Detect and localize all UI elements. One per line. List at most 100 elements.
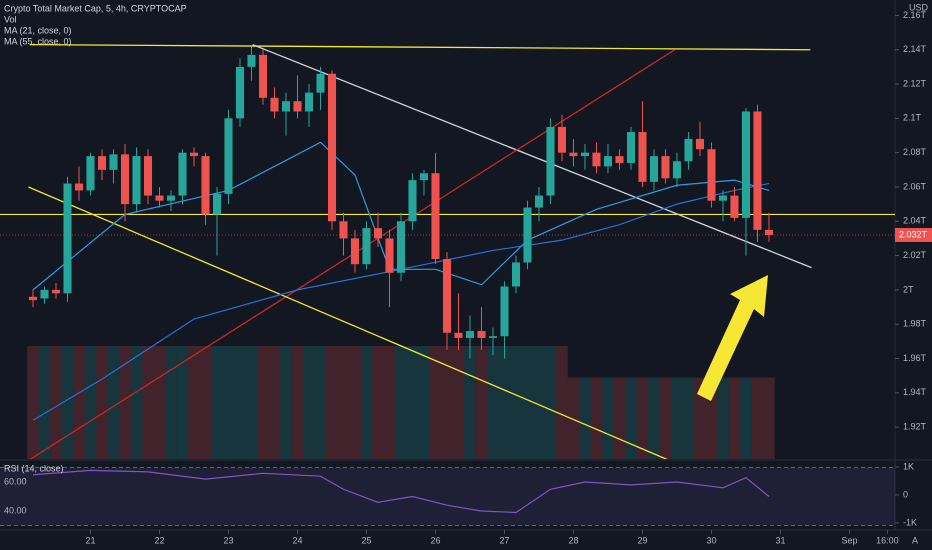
volume-bar: [728, 377, 741, 459]
candle-body: [557, 126, 567, 153]
volume-bar: [107, 346, 120, 459]
candle-body: [178, 152, 187, 196]
candle-body: [373, 228, 383, 239]
volume-bar: [567, 377, 580, 459]
y-tick-label: 2.1T: [903, 113, 922, 123]
volume-bar: [119, 346, 131, 459]
volume-bar: [303, 346, 315, 459]
candle-body: [350, 238, 360, 265]
volume-bar: [533, 346, 545, 459]
y-tick-label: 1.94T: [903, 387, 927, 397]
volume-bar: [625, 377, 637, 459]
y-tick-label: 1.96T: [903, 353, 927, 363]
volume-bar: [61, 346, 74, 459]
y-tick-label: 1.98T: [903, 319, 927, 329]
rsi-band: [0, 467, 895, 526]
candle-body: [316, 73, 325, 93]
rsi-title: RSI (14, close): [4, 463, 64, 473]
rsi-y2-tick-label: 1K: [903, 461, 914, 471]
x-tick-label: 28: [568, 535, 578, 545]
volume-bar: [153, 346, 166, 459]
candle-body: [442, 259, 452, 333]
candle-body: [155, 195, 164, 201]
candle-body: [419, 173, 429, 181]
rsi-y2-tick-label: 0: [903, 489, 908, 499]
candle-body: [649, 156, 658, 182]
volume-bar: [590, 377, 603, 459]
candle-body: [511, 262, 521, 287]
volume-bar: [510, 346, 522, 459]
auto-scale-button[interactable]: A: [912, 535, 918, 545]
volume-bar: [636, 377, 649, 459]
candle-body: [40, 289, 49, 299]
x-tick-label: 21: [85, 535, 95, 545]
candle-body: [385, 238, 394, 273]
last-price-tag: [895, 228, 932, 243]
volume-bar: [199, 346, 212, 459]
volume-bar: [694, 377, 706, 459]
volume-bar: [475, 346, 488, 459]
volume-bar: [579, 377, 591, 459]
volume-bar: [245, 346, 258, 459]
candle-body: [488, 336, 498, 338]
volume-bar: [349, 346, 361, 459]
volume-bar: [429, 346, 442, 459]
volume-bar: [268, 346, 281, 459]
volume-bar: [395, 346, 407, 459]
candle-body: [109, 154, 118, 170]
candle-body: [28, 296, 38, 301]
volume-bar: [498, 346, 511, 459]
rsi-tick-label: 40.00: [4, 505, 27, 515]
volume-bar: [740, 377, 752, 459]
candle-body: [523, 207, 532, 263]
x-tick-label: 23: [223, 535, 233, 545]
volume-bar: [257, 346, 269, 459]
volume-bar: [418, 346, 430, 459]
candle-body: [764, 229, 773, 236]
candle-body: [592, 152, 601, 167]
volume-bar: [326, 346, 338, 459]
y-tick-label: 2.04T: [903, 216, 927, 226]
legend-title: Crypto Total Market Cap, 5, 4h, CRYPTOCA…: [4, 3, 187, 13]
candle-body: [143, 156, 153, 196]
volume-bar: [521, 346, 534, 459]
candle-body: [362, 228, 371, 265]
volume-bar: [50, 346, 62, 459]
candle-body: [258, 54, 268, 98]
legend-volume: Vol: [4, 14, 17, 24]
volume-bar: [280, 346, 292, 459]
y-tick-label: 2T: [903, 284, 914, 294]
volume-bar: [188, 346, 200, 459]
volume-bar: [222, 346, 235, 459]
candle-body: [569, 152, 578, 157]
candle-body: [477, 331, 486, 338]
volume-bar: [38, 346, 51, 459]
candle-body: [408, 180, 417, 222]
volume-bar: [406, 346, 419, 459]
candle-body: [63, 183, 72, 294]
candle-body: [707, 149, 716, 201]
volume-bar: [705, 377, 718, 459]
volume-layer: [27, 346, 775, 459]
volume-bar: [383, 346, 396, 459]
rsi-layer: 60.00 40.00 1K 0 -1K: [0, 461, 917, 527]
arrow: [697, 275, 768, 401]
x-tick-label: 24: [292, 535, 302, 545]
candle-body: [465, 331, 475, 338]
volume-bar: [314, 346, 327, 459]
trend-line: [30, 43, 811, 51]
y-tick-label: 1.92T: [903, 421, 927, 431]
volume-bar: [602, 377, 614, 459]
candle-body: [97, 156, 107, 170]
legend-ma21: MA (21, close, 0): [4, 25, 72, 35]
x-tick-label: 27: [499, 535, 509, 545]
volume-bar: [648, 377, 660, 459]
candle-body: [270, 97, 279, 112]
rsi-y2-tick-label: -1K: [903, 517, 917, 527]
candle-body: [327, 73, 337, 222]
y-tick-label: 2.14T: [903, 44, 927, 54]
candle-body: [753, 111, 762, 230]
candle-body: [166, 195, 176, 201]
volume-bar: [360, 346, 373, 459]
